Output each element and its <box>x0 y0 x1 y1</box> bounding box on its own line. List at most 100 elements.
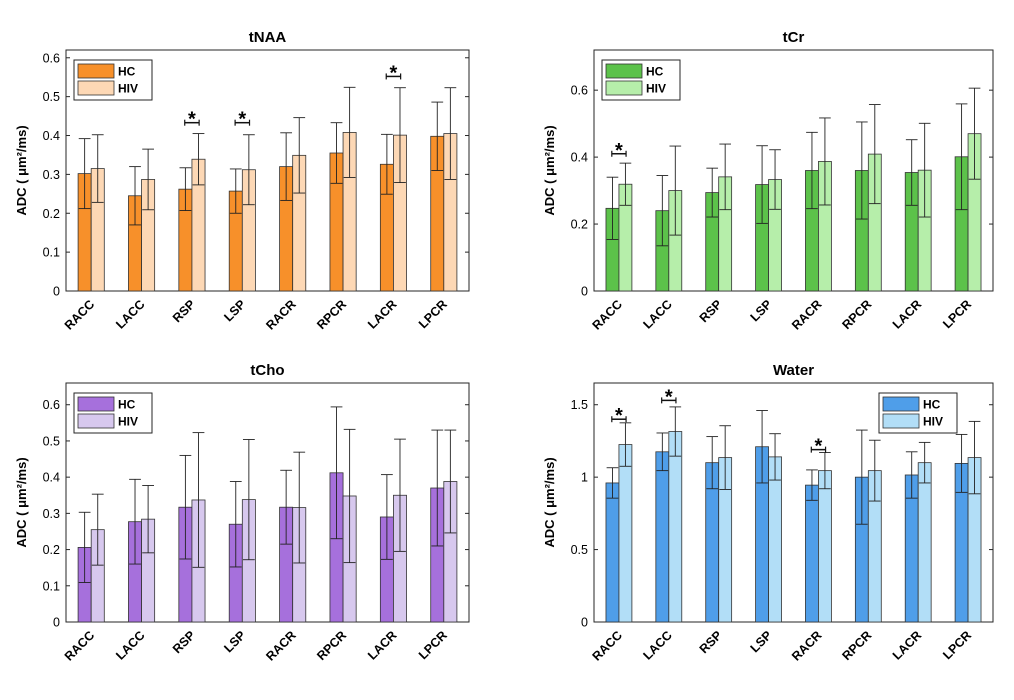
x-tick-label: RPCR <box>839 297 874 332</box>
chart-tcr: tCr 0 0.2 0.4 0.6 ADC ( μm²/ms) RACC LACC RSP LSP… <box>542 29 994 333</box>
legend: HC HIV <box>601 59 681 101</box>
legend-swatch-hc <box>77 396 115 412</box>
y-tick-label: 0.5 <box>43 434 60 448</box>
significance-star: * <box>188 109 196 131</box>
x-tick-label: LPCR <box>416 628 450 662</box>
y-tick-label: 0.1 <box>43 246 60 260</box>
legend-swatch-hc <box>605 63 643 79</box>
y-tick-label: 0.3 <box>43 507 60 521</box>
bar-hiv-lsp <box>768 456 782 623</box>
legend: HC HIV <box>73 392 153 434</box>
x-tick-label: RACC <box>590 297 625 332</box>
chart-title: Water <box>773 362 814 379</box>
y-tick-label: 0.4 <box>571 151 588 165</box>
significance-star: * <box>390 62 398 84</box>
significance-star: * <box>665 386 673 408</box>
y-tick-label: 0 <box>53 616 60 630</box>
legend-label-hc: HC <box>118 398 136 412</box>
x-tick-label: RACC <box>62 297 97 332</box>
legend-label-hiv: HIV <box>923 415 943 429</box>
x-tick-label: RACC <box>62 628 97 663</box>
y-tick-label: 0.3 <box>43 168 60 182</box>
bar-hiv-racc <box>618 444 633 623</box>
legend-swatch-hiv <box>605 80 643 96</box>
x-tick-label: LACR <box>365 628 399 662</box>
legend-label-hiv: HIV <box>118 82 138 96</box>
y-tick-label: 0.5 <box>571 543 588 557</box>
y-tick-label: 0.1 <box>43 579 60 593</box>
chart-title: tCho <box>250 362 284 379</box>
plot-area <box>593 382 994 623</box>
legend-swatch-hiv <box>77 80 115 96</box>
bar-hiv-racr <box>818 470 832 623</box>
x-tick-label: LACR <box>890 628 924 662</box>
x-tick-label: LACR <box>365 297 399 331</box>
y-tick-label: 0.6 <box>43 51 60 65</box>
x-tick-label: RPCR <box>314 297 349 332</box>
plot-area <box>65 49 470 292</box>
x-tick-label: LACC <box>113 628 147 662</box>
y-tick-label: 0 <box>581 616 588 630</box>
y-axis-label: ADC ( μm²/ms) <box>14 125 29 215</box>
x-tick-label: RACR <box>789 628 824 663</box>
legend: HC HIV <box>878 392 958 434</box>
plot-area <box>65 382 470 623</box>
significance-star: * <box>615 405 623 427</box>
bar-hiv-lacr <box>917 462 932 623</box>
legend: HC HIV <box>73 59 153 101</box>
significance-star: * <box>815 436 823 458</box>
y-axis-label: ADC ( μm²/ms) <box>542 457 557 547</box>
x-tick-label: LPCR <box>940 297 974 331</box>
y-tick-label: 1.5 <box>571 398 588 412</box>
x-tick-label: RACR <box>789 297 824 332</box>
x-tick-label: RACC <box>590 628 625 663</box>
legend-swatch-hc <box>882 396 920 412</box>
chart-title: tCr <box>783 29 805 46</box>
x-tick-label: LACC <box>113 297 147 331</box>
y-tick-label: 0 <box>53 285 60 299</box>
y-tick-label: 0.4 <box>43 129 60 143</box>
y-tick-label: 0.4 <box>43 471 60 485</box>
x-tick-label: LSP <box>748 628 775 655</box>
legend-label-hiv: HIV <box>118 415 138 429</box>
bar-hc-lacc <box>655 451 670 623</box>
x-tick-label: RSP <box>697 297 725 325</box>
x-tick-label: RACR <box>263 628 298 663</box>
significance-star: * <box>615 140 623 162</box>
y-tick-label: 0.6 <box>43 398 60 412</box>
plot-area <box>593 49 994 292</box>
bar-hc-racc <box>605 482 620 623</box>
y-tick-label: 0 <box>581 285 588 299</box>
legend-label-hiv: HIV <box>646 82 666 96</box>
x-tick-label: LPCR <box>416 297 450 331</box>
y-tick-label: 0.2 <box>571 218 588 232</box>
significance-star: * <box>238 109 246 131</box>
x-tick-label: LSP <box>221 297 248 324</box>
y-tick-label: 0.2 <box>43 543 60 557</box>
legend-label-hc: HC <box>923 398 941 412</box>
chart-tnaa: tNAA 0 0.1 0.2 0.3 0.4 0.5 0.6 ADC ( μm²/ms) RACC… <box>14 29 470 333</box>
bar-hc-racr <box>805 484 819 623</box>
y-tick-label: 0.5 <box>43 90 60 104</box>
legend-label-hc: HC <box>118 65 136 79</box>
chart-title: tNAA <box>249 29 287 46</box>
y-tick-label: 0.6 <box>571 84 588 98</box>
y-tick-label: 1 <box>581 471 588 485</box>
x-tick-label: RPCR <box>314 628 349 663</box>
x-tick-label: LACC <box>640 297 674 331</box>
chart-tcho: tCho 0 0.1 0.2 0.3 0.4 0.5 0.6 ADC ( μm²/ms) RACC… <box>14 362 470 664</box>
x-tick-label: RPCR <box>839 628 874 663</box>
x-tick-label: LACR <box>890 297 924 331</box>
bar-hiv-lacc <box>668 431 683 623</box>
legend-swatch-hc <box>77 63 115 79</box>
y-axis-label: ADC ( μm²/ms) <box>14 457 29 547</box>
x-tick-label: LSP <box>221 628 248 655</box>
x-tick-label: RSP <box>697 628 725 656</box>
chart-water: Water 0 0.5 1 1.5 ADC ( μm²/ms) RACC LACC RSP LSP… <box>542 362 994 664</box>
x-tick-label: RSP <box>170 628 198 656</box>
x-tick-label: RACR <box>263 297 298 332</box>
x-tick-label: LSP <box>748 297 775 324</box>
y-axis-label: ADC ( μm²/ms) <box>542 125 557 215</box>
y-tick-label: 0.2 <box>43 207 60 221</box>
